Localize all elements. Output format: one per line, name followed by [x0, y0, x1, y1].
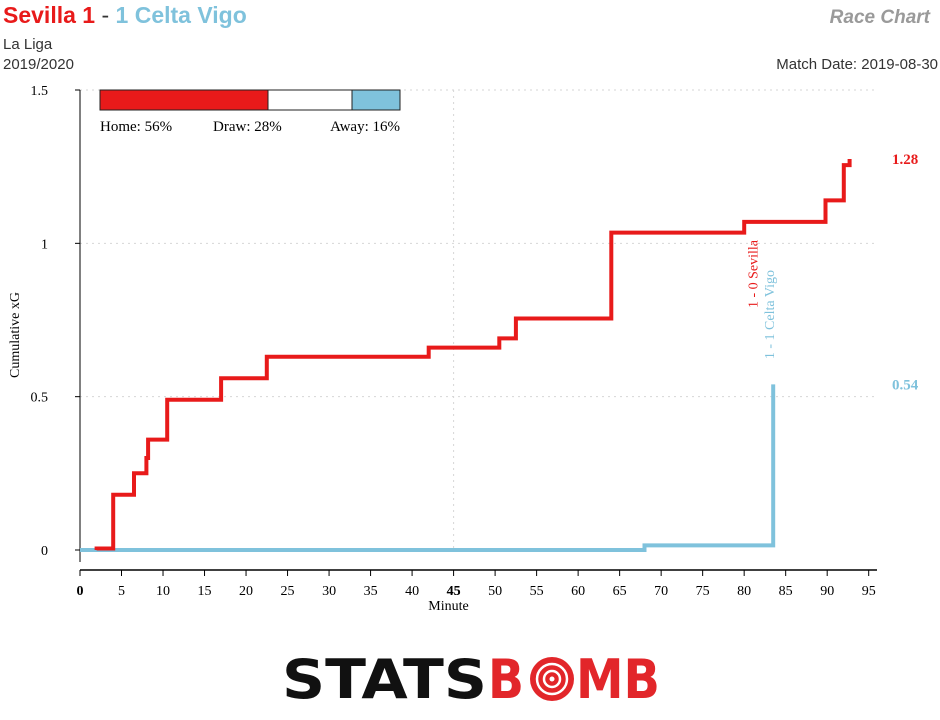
- goal-annotation-home: 1 - 0 Sevilla: [747, 239, 762, 308]
- x-tick-label: 70: [654, 584, 668, 599]
- x-axis-label: Minute: [428, 599, 468, 614]
- x-tick-label: 95: [862, 584, 876, 599]
- away-team-name: Celta Vigo: [134, 2, 247, 28]
- prob-label-home: Home: 56%: [100, 119, 172, 135]
- x-tick-label: 10: [156, 584, 170, 599]
- series-line-away: [80, 384, 776, 552]
- logo-text-mb: MB: [576, 650, 660, 706]
- series-line-home: [94, 159, 852, 551]
- x-tick-label: 25: [281, 584, 295, 599]
- prob-bar-draw: [267, 89, 353, 111]
- series-final-label-home: 1.28: [892, 152, 918, 168]
- halftime-tick-label: 45: [447, 584, 461, 599]
- x-tick-label: 55: [530, 584, 544, 599]
- x-tick-label: 65: [613, 584, 627, 599]
- series-final-label-away: 0.54: [892, 377, 919, 393]
- prob-label-draw: Draw: 28%: [213, 119, 282, 135]
- x-tick-label: 40: [405, 584, 419, 599]
- prob-bar-home: [99, 89, 269, 111]
- x-tick-label: 20: [239, 584, 253, 599]
- x-tick-label: 0: [77, 584, 84, 599]
- x-tick-label: 80: [737, 584, 751, 599]
- chart-axes: 0 0.5 1 1.5 0 5 10 15 20 25 30 35 40 45 50 55 60 65 70 75 80…: [8, 84, 877, 614]
- win-probability-bar: Home: 56% Draw: 28% Away: 16%: [99, 89, 401, 135]
- x-tick-label: 50: [488, 584, 502, 599]
- season-label: 2019/2020: [3, 56, 74, 73]
- x-tick-label: 5: [118, 584, 125, 599]
- y-tick-label: 1: [41, 237, 48, 252]
- home-team-name: Sevilla: [3, 2, 76, 28]
- prob-label-away: Away: 16%: [330, 119, 400, 135]
- match-date: Match Date: 2019-08-30: [776, 56, 938, 73]
- x-tick-label: 90: [820, 584, 834, 599]
- x-tick-label: 60: [571, 584, 585, 599]
- match-title: Sevilla 1 - 1 Celta Vigo: [3, 2, 247, 29]
- logo-text-b: B: [488, 650, 524, 706]
- prob-bar-away: [351, 89, 401, 111]
- y-tick-label: 1.5: [31, 84, 49, 99]
- away-score: 1: [115, 2, 129, 28]
- x-tick-label: 45: [447, 584, 461, 599]
- goal-annotation-away: 1 - 1 Celta Vigo: [763, 270, 778, 359]
- y-tick-label: 0: [41, 544, 48, 559]
- x-tick-label: 75: [696, 584, 710, 599]
- chart-type-label: Race Chart: [829, 7, 930, 28]
- logo-text-stats: STATS: [282, 650, 487, 706]
- score-separator: -: [101, 2, 110, 28]
- race-chart: 0 0.5 1 1.5 0 5 10 15 20 25 30 35 40 45 50 55 60 65 70 75 80…: [8, 84, 919, 614]
- statsbomb-logo: STATS B MB: [282, 650, 660, 706]
- x-tick-label: 35: [364, 584, 378, 599]
- y-axis-label: Cumulative xG: [8, 292, 23, 378]
- y-tick-label: 0.5: [31, 391, 49, 406]
- chart-annotations: 1 - 0 Sevilla 1 - 1 Celta Vigo: [747, 239, 779, 359]
- chart-grid: [80, 89, 877, 550]
- chart-series: 0.54 1.28: [80, 152, 919, 552]
- x-tick-label: 15: [198, 584, 212, 599]
- x-tick-label: 30: [322, 584, 336, 599]
- x-tick-label: 85: [779, 584, 793, 599]
- competition-name: La Liga: [3, 36, 53, 53]
- home-score: 1: [82, 2, 96, 28]
- target-icon: [530, 657, 574, 701]
